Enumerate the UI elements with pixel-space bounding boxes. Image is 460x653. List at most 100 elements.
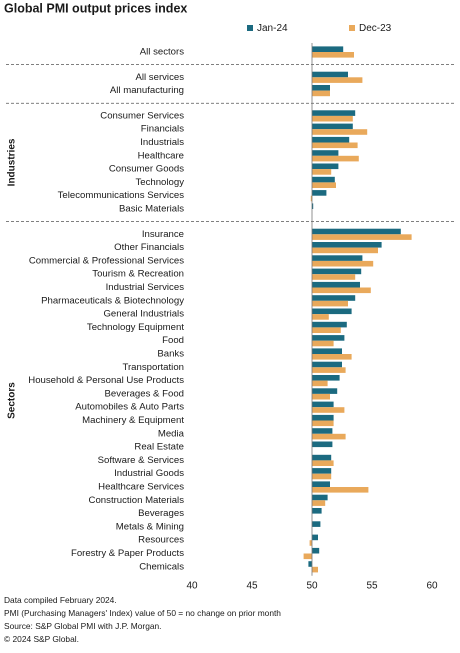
bar: [312, 494, 328, 501]
category-label: All sectors: [140, 47, 184, 58]
category-label: Construction Materials: [89, 495, 185, 506]
bar: [312, 123, 353, 130]
bar: [312, 433, 346, 440]
bar: [312, 234, 412, 240]
category-label: Beverages & Food: [105, 388, 184, 399]
bar: [312, 228, 401, 235]
category-label: Transportation: [122, 362, 184, 373]
bar: [312, 460, 334, 466]
bar: [312, 414, 334, 421]
category-label: Consumer Goods: [109, 164, 184, 175]
category-label: All services: [135, 72, 184, 83]
category-label: Consumer Services: [100, 110, 184, 121]
x-tick-label: 50: [306, 580, 318, 591]
category-label: Technology Equipment: [87, 322, 184, 333]
bar: [312, 508, 322, 514]
x-tick-label: 45: [246, 580, 258, 591]
bar: [312, 566, 318, 573]
category-label: Financials: [141, 124, 184, 135]
bar: [312, 182, 336, 188]
category-label: Forestry & Paper Products: [71, 548, 184, 559]
bar: [312, 247, 378, 254]
x-tick-label: 40: [186, 580, 198, 591]
legend-swatch: [349, 25, 355, 31]
bar: [312, 155, 359, 162]
legend-label: Jan-24: [257, 23, 288, 34]
category-label: Automobiles & Auto Parts: [75, 402, 184, 413]
bar: [312, 335, 345, 341]
category-label: Industrial Services: [106, 282, 185, 293]
category-label: Industrial Goods: [114, 468, 184, 479]
bar: [312, 142, 358, 149]
category-label: Telecommunications Services: [58, 190, 185, 201]
bar: [312, 287, 371, 294]
bar: [312, 534, 318, 541]
category-label: Other Financials: [114, 242, 184, 253]
footnote: Data compiled February 2024.: [4, 595, 117, 605]
bar: [312, 428, 333, 434]
category-label: Media: [158, 428, 185, 439]
bar: [312, 295, 356, 301]
category-label: Insurance: [142, 229, 184, 240]
bar: [312, 169, 332, 175]
bar: [312, 473, 332, 480]
category-label: Software & Services: [98, 455, 185, 466]
bar: [312, 393, 330, 400]
category-label: Machinery & Equipment: [82, 415, 184, 426]
bar: [312, 274, 356, 280]
bar: [312, 454, 332, 461]
category-label: Healthcare: [138, 150, 184, 161]
bar: [312, 71, 348, 78]
bar: [312, 367, 346, 373]
bar: [308, 561, 312, 567]
bar: [312, 90, 330, 97]
bar: [310, 195, 312, 202]
bar: [312, 203, 314, 209]
footnote: Source: S&P Global PMI with J.P. Morgan.: [4, 621, 162, 631]
bar: [312, 348, 342, 354]
category-label: Resources: [138, 535, 184, 546]
bar: [312, 321, 347, 328]
bar: [312, 129, 368, 135]
footnote: © 2024 S&P Global.: [4, 634, 79, 644]
bar: [312, 110, 356, 116]
bar: [303, 553, 312, 560]
x-tick-label: 55: [366, 580, 378, 591]
category-label: Household & Personal Use Products: [28, 375, 184, 386]
bar: [312, 136, 350, 143]
bar: [312, 361, 342, 368]
bar: [312, 77, 363, 83]
category-label: Chemicals: [139, 561, 184, 572]
category-label: Pharmaceuticals & Biotechnology: [41, 295, 184, 306]
bar: [312, 46, 344, 52]
section-label: Industries: [7, 138, 18, 186]
category-label: Banks: [157, 349, 184, 360]
bar: [312, 441, 333, 448]
category-label: Food: [162, 335, 184, 346]
bar: [312, 521, 321, 527]
bar: [312, 407, 345, 413]
bar: [312, 468, 332, 474]
bar: [312, 375, 340, 381]
bar: [312, 150, 339, 156]
bar: [312, 500, 326, 506]
bar: [312, 176, 335, 183]
bar: [312, 300, 348, 307]
bar: [312, 354, 352, 360]
bar: [312, 281, 360, 288]
category-label: Metals & Mining: [116, 521, 184, 532]
bar: [312, 260, 374, 267]
bar: [312, 314, 329, 320]
legend-label: Dec-23: [359, 23, 392, 34]
chart-title: Global PMI output prices index: [4, 1, 187, 15]
bar: [312, 268, 362, 275]
category-label: Tourism & Recreation: [92, 269, 184, 280]
bar: [312, 487, 369, 493]
bar: [312, 255, 363, 261]
section-label: Sectors: [7, 382, 18, 419]
bar: [312, 481, 330, 487]
bar: [312, 115, 353, 122]
bar: [312, 163, 339, 170]
bar: [312, 340, 334, 347]
